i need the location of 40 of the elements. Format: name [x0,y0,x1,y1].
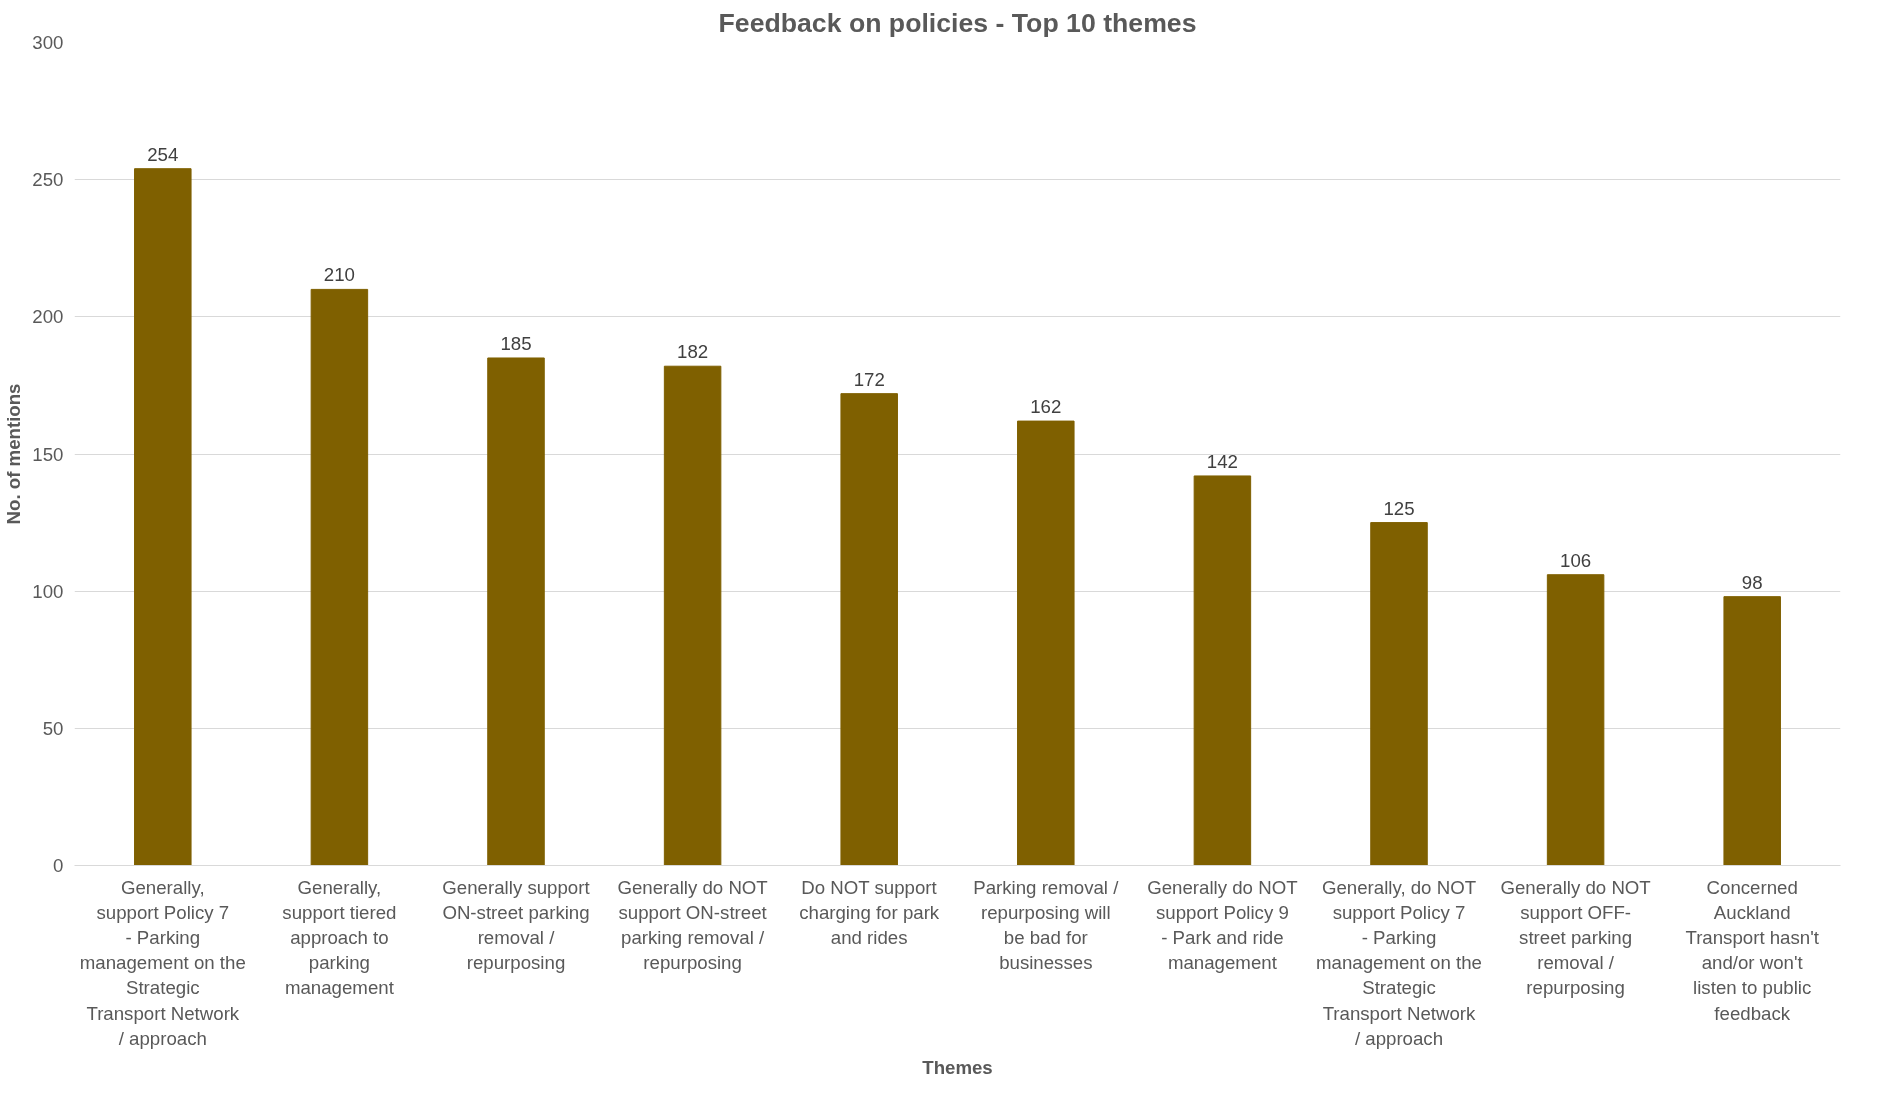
y-tick-label: 150 [32,443,64,465]
data-label: 210 [323,264,355,286]
data-label: 98 [1741,571,1763,593]
bar [1370,522,1428,866]
x-tick-label: Do NOT support charging for park and rides [799,876,940,948]
x-axis-title: Themes [922,1056,993,1078]
y-tick-label: 100 [32,580,64,602]
x-tick-label: Generally do NOT support OFF-street parking removal / repurposing [1500,876,1651,999]
data-label: 185 [500,332,532,354]
bar [310,288,369,866]
y-tick-label: 300 [32,32,64,53]
bar [1017,420,1075,866]
bar [840,393,898,866]
x-tick-label: Generally support ON-street parking removal / repurposing [442,876,591,974]
bar [1723,596,1781,866]
data-label: 172 [853,368,885,390]
y-tick-label: 0 [53,855,64,876]
data-label: 142 [1206,450,1238,472]
bar [1546,574,1605,866]
data-label: 254 [147,143,179,165]
data-label: 125 [1383,497,1415,519]
chart-title: Feedback on policies - Top 10 themes [718,7,1197,38]
x-tick-label: Generally do NOT support Policy 9 - Park and ride management [1147,876,1298,974]
x-tick-label: Generally, support Policy 7 - Parking management on the Strategic Transport Network / approach [79,876,246,1049]
x-tick-label: Generally, support tiered approach to parking management [282,876,397,999]
bar [487,357,545,866]
bar [663,365,722,866]
x-tick-label: Generally, do NOT support Policy 7 - Parking management on the Strategic Transport Network / approach [1316,876,1482,1049]
data-label: 182 [677,341,709,363]
y-axis-title: No. of mentions [3,383,25,525]
x-tick-label: Generally do NOT support ON-street parking removal / repurposing [617,876,768,974]
data-label: 162 [1030,396,1062,418]
data-label: 106 [1560,549,1592,571]
x-tick-label: Parking removal / repurposing will be bad for businesses [973,876,1120,974]
x-tick-label: Concerned Auckland Transport hasn't and/or won't listen to public feedback [1685,876,1820,1024]
y-tick-label: 200 [32,306,64,328]
bar [1193,475,1252,866]
y-tick-label: 250 [32,169,64,191]
bar [134,168,192,866]
y-tick-label: 50 [42,717,64,739]
